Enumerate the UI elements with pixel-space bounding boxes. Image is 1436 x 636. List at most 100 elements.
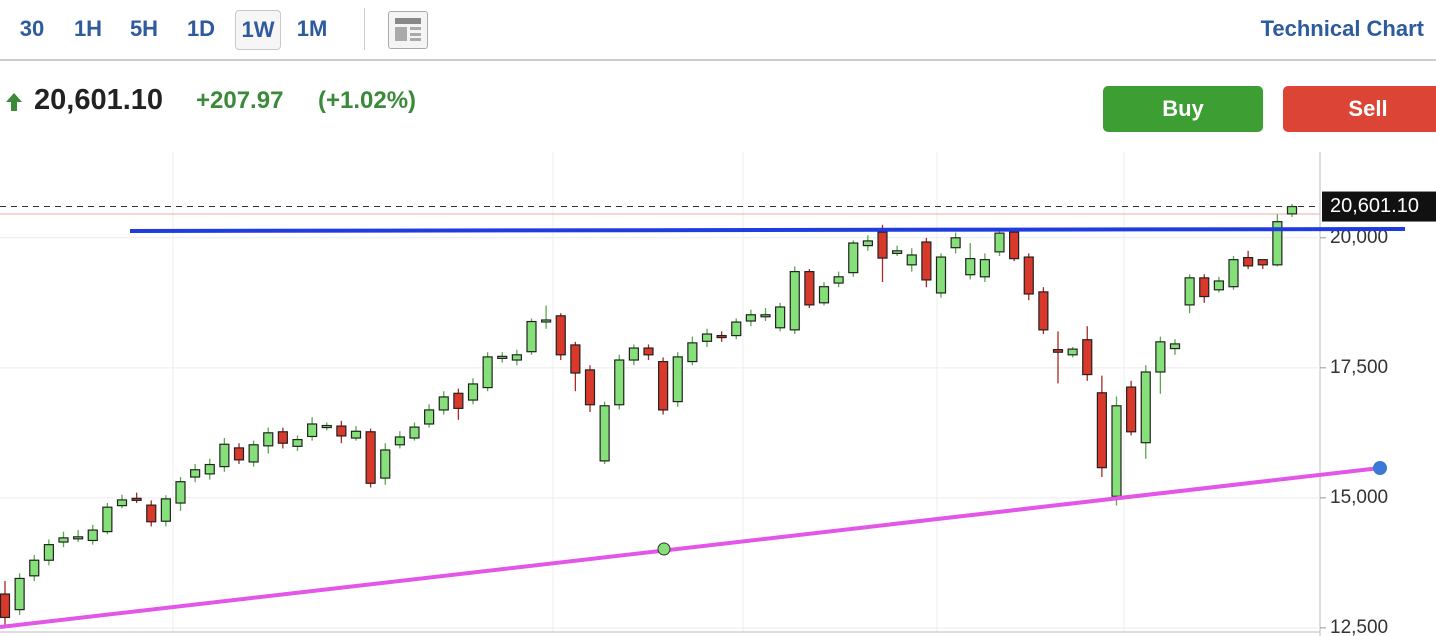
candle bbox=[599, 401, 610, 465]
candle-body bbox=[818, 286, 830, 304]
candle bbox=[29, 555, 40, 582]
chart-mode-link[interactable]: Technical Chart bbox=[1260, 16, 1424, 41]
candle bbox=[1184, 274, 1195, 314]
candle-body bbox=[935, 256, 947, 294]
candle-body bbox=[190, 469, 201, 478]
candle bbox=[292, 435, 303, 452]
candle bbox=[789, 266, 800, 335]
candle bbox=[1111, 396, 1122, 506]
candle bbox=[1009, 230, 1020, 262]
candle-body bbox=[146, 504, 157, 523]
candle-body bbox=[599, 405, 610, 462]
candle bbox=[833, 271, 844, 288]
candle-body bbox=[14, 577, 25, 611]
candle-body bbox=[438, 396, 449, 411]
candle-body bbox=[716, 334, 727, 339]
candle-body bbox=[1169, 343, 1181, 350]
candle-body bbox=[1228, 259, 1239, 288]
interval-button[interactable]: 30 bbox=[19, 16, 45, 41]
y-tick-label: 15,000 bbox=[1330, 487, 1388, 508]
candle bbox=[409, 422, 420, 441]
candle-body bbox=[1082, 339, 1093, 376]
candle-body bbox=[1155, 341, 1166, 373]
candle bbox=[1023, 253, 1034, 301]
candle bbox=[818, 282, 830, 306]
candle-body bbox=[1184, 277, 1195, 306]
candle-body bbox=[87, 529, 98, 542]
candle bbox=[921, 237, 932, 288]
candle bbox=[862, 235, 873, 251]
candle-body bbox=[1067, 348, 1078, 356]
candle-body bbox=[1257, 259, 1268, 266]
candle bbox=[804, 269, 815, 309]
candle bbox=[453, 388, 464, 420]
candle-body bbox=[628, 347, 639, 361]
candle-body bbox=[570, 344, 581, 374]
interval-button[interactable]: 1W bbox=[235, 10, 281, 50]
candle-body bbox=[453, 392, 464, 409]
interval-button[interactable]: 5H bbox=[129, 16, 159, 41]
candle-body bbox=[804, 271, 815, 306]
candle-body bbox=[906, 254, 917, 266]
candle bbox=[43, 539, 54, 566]
candle-body bbox=[1199, 277, 1210, 298]
candle-body bbox=[394, 436, 405, 446]
candle-body bbox=[511, 354, 522, 361]
candle-body bbox=[424, 409, 435, 425]
candle-body bbox=[29, 559, 40, 577]
candle bbox=[1272, 214, 1283, 267]
candle-body bbox=[1126, 386, 1137, 433]
layout-icon[interactable] bbox=[388, 11, 428, 49]
candle-body bbox=[497, 355, 508, 359]
candle bbox=[716, 331, 727, 342]
candle-body bbox=[248, 444, 259, 463]
candle-body bbox=[979, 259, 990, 278]
candle bbox=[994, 230, 1005, 257]
candle bbox=[204, 458, 215, 480]
candle-body bbox=[292, 438, 303, 447]
candle bbox=[745, 309, 756, 327]
last-price: 20,601.10 bbox=[34, 84, 164, 116]
candle bbox=[1286, 204, 1298, 218]
interval-button[interactable]: 1M bbox=[296, 16, 328, 41]
candle-body bbox=[102, 506, 113, 533]
candle-body bbox=[701, 333, 713, 342]
candle-body bbox=[233, 447, 245, 461]
candle bbox=[877, 224, 888, 283]
candle bbox=[701, 328, 713, 348]
chart-layout bbox=[0, 152, 1321, 636]
sell-button[interactable]: Sell bbox=[1283, 86, 1436, 132]
candle-body bbox=[204, 463, 215, 475]
candle bbox=[277, 427, 288, 449]
candle-body bbox=[467, 383, 479, 401]
candle-body bbox=[760, 314, 771, 318]
candle bbox=[760, 308, 771, 322]
candle bbox=[394, 431, 405, 449]
candle bbox=[497, 352, 508, 363]
candle bbox=[336, 420, 347, 444]
candle bbox=[1038, 287, 1049, 335]
candle-body bbox=[1243, 256, 1254, 267]
candle-body bbox=[526, 320, 537, 353]
candle-body bbox=[482, 356, 493, 389]
y-tick-label: 20,000 bbox=[1330, 227, 1388, 248]
candle bbox=[775, 302, 786, 332]
candle-body bbox=[892, 250, 903, 255]
support-line bbox=[0, 466, 1381, 629]
candle bbox=[950, 232, 961, 254]
candle-body bbox=[789, 271, 800, 331]
candle-body bbox=[775, 306, 786, 329]
interval-button[interactable]: 1D bbox=[186, 16, 216, 41]
candle bbox=[102, 503, 113, 535]
candle-body bbox=[950, 237, 961, 249]
candle bbox=[935, 253, 947, 298]
candle bbox=[1169, 339, 1181, 355]
last-price-box bbox=[1322, 191, 1436, 222]
candle-body bbox=[614, 359, 625, 406]
candle-body bbox=[350, 430, 362, 439]
candle bbox=[584, 365, 596, 413]
buy-button[interactable]: Buy bbox=[1103, 86, 1263, 132]
interval-button[interactable]: 1H bbox=[73, 16, 103, 41]
candle bbox=[614, 354, 625, 410]
candle bbox=[482, 352, 493, 392]
